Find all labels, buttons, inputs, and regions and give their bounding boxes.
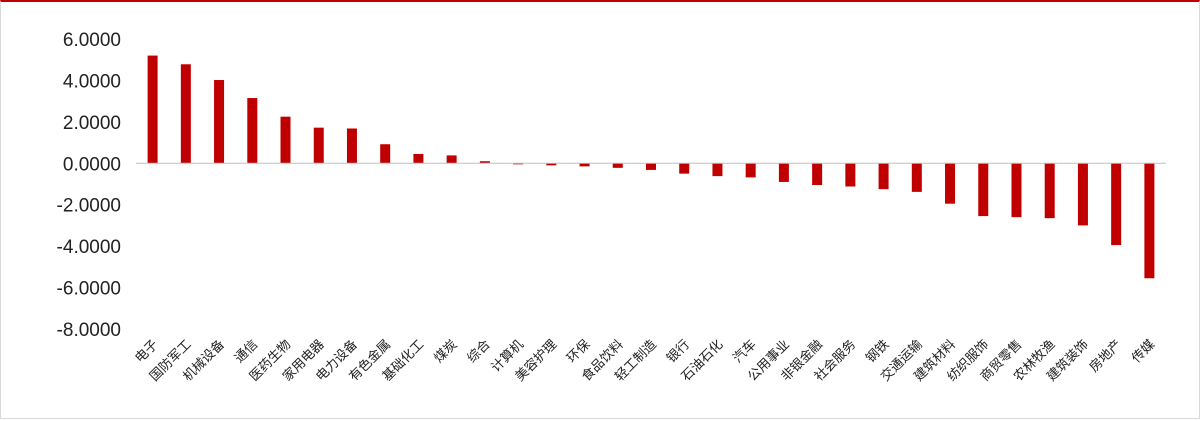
x-tick-label: 综合 <box>465 337 494 366</box>
bar <box>380 144 391 164</box>
y-tick-label: -4.0000 <box>57 237 121 258</box>
bar <box>1011 163 1022 218</box>
x-tick-label: 银行 <box>664 337 693 366</box>
bar <box>247 98 258 164</box>
y-axis: 6.0000 4.0000 2.0000 0.0000 -2.0000 -4.0000 -6… <box>57 30 121 341</box>
x-tick-label: 电子 <box>132 337 161 366</box>
bar <box>679 163 690 174</box>
bar <box>280 116 291 164</box>
bar <box>978 163 989 217</box>
bar <box>1044 163 1055 219</box>
x-tick-label: 房地产 <box>1086 337 1125 376</box>
bar <box>346 128 357 164</box>
bar <box>612 163 623 168</box>
x-tick-label: 环保 <box>564 337 593 366</box>
x-tick-label: 钢铁 <box>863 337 892 366</box>
bar <box>446 155 457 164</box>
y-tick-label: 2.0000 <box>63 113 121 134</box>
bar <box>1144 163 1155 279</box>
bar <box>1111 163 1122 246</box>
bar <box>147 55 158 164</box>
y-tick-label: 0.0000 <box>63 154 121 175</box>
x-tick-label: 通信 <box>232 337 261 366</box>
bar <box>878 163 889 190</box>
y-tick-label: 6.0000 <box>63 30 121 51</box>
x-tick-label: 传媒 <box>1129 337 1158 366</box>
bar <box>646 163 656 170</box>
bar <box>712 163 723 177</box>
x-tick-label: 煤炭 <box>431 337 460 366</box>
bar <box>1077 163 1088 226</box>
bar <box>945 163 956 204</box>
bars <box>147 55 1155 279</box>
bar <box>214 80 225 164</box>
bar <box>479 161 490 164</box>
bar <box>546 163 557 166</box>
bar <box>180 64 191 164</box>
bar <box>911 163 922 192</box>
x-tick-label: 汽车 <box>730 337 760 367</box>
bar <box>313 127 324 164</box>
bar <box>413 153 424 164</box>
bar <box>513 163 524 165</box>
bar <box>745 163 756 178</box>
bar <box>579 163 590 167</box>
y-tick-label: 4.0000 <box>63 71 121 92</box>
y-tick-label: -6.0000 <box>57 279 121 300</box>
y-tick-label: -8.0000 <box>57 320 121 341</box>
bar <box>845 163 856 187</box>
y-tick-label: -2.0000 <box>57 196 121 217</box>
bar <box>778 163 789 182</box>
bar <box>812 163 823 186</box>
